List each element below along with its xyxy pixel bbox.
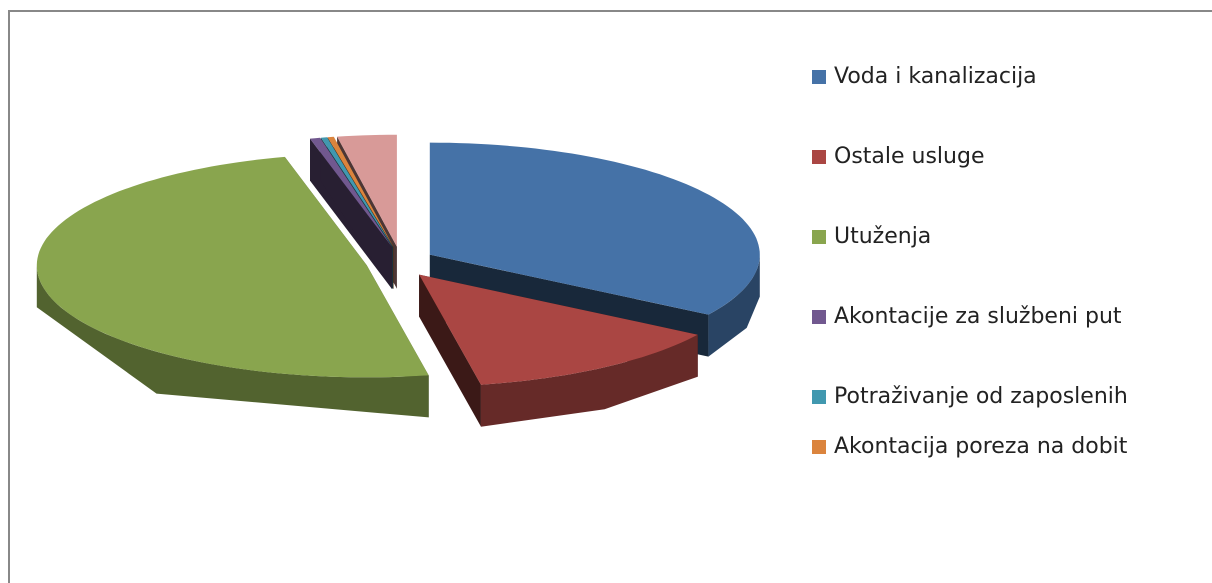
legend-swatch (812, 310, 826, 324)
legend-item: Ostale usluge (812, 142, 1192, 172)
legend-item: Potraživanje od zaposlenih (812, 382, 1134, 412)
legend-swatch (812, 440, 826, 454)
legend-item: Akontacije za službeni put (812, 302, 1192, 332)
slice-side (419, 274, 481, 427)
slice (429, 142, 760, 315)
legend-label: Voda i kanalizacija (834, 64, 1037, 89)
slice (419, 274, 698, 385)
slice (310, 137, 393, 248)
legend-label: Akontacija poreza na dobit (834, 434, 1128, 459)
legend-item: Akontacija poreza na dobit (812, 432, 1134, 462)
legend-label: Potraživanje od zaposlenih (834, 384, 1128, 409)
slice-side (36, 265, 429, 418)
legend: Voda i kanalizacija Ostale usluge Utuženja… (812, 62, 1192, 482)
legend-label: Akontacije za službeni put (834, 304, 1122, 329)
slice (337, 134, 397, 247)
legend-label: Ostale usluge (834, 144, 985, 169)
slice (327, 136, 394, 247)
legend-swatch (812, 150, 826, 164)
legend-swatch (812, 70, 826, 84)
legend-item: Voda i kanalizacija (812, 62, 1192, 92)
legend-swatch (812, 230, 826, 244)
legend-label: Utuženja (834, 224, 932, 249)
frame (8, 10, 1212, 583)
legend-swatch (812, 390, 826, 404)
slice-side (708, 254, 760, 357)
slice (320, 137, 393, 248)
slice (36, 156, 429, 378)
legend-item: Utuženja (812, 222, 1192, 252)
slice-side (480, 334, 698, 427)
